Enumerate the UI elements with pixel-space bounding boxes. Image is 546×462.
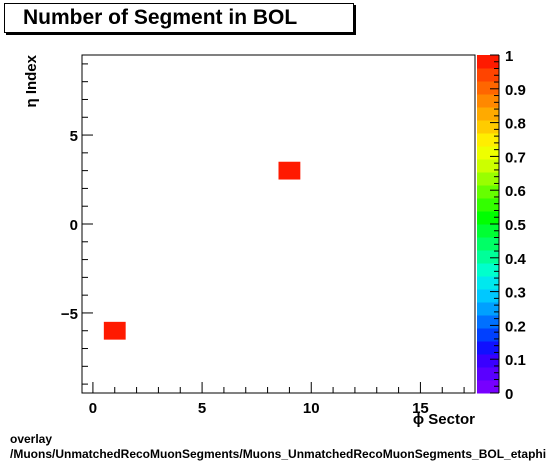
z-tick-label: 0.7	[505, 149, 526, 166]
x-tick-label: 5	[198, 400, 206, 417]
palette-swatch	[477, 120, 499, 134]
palette-swatch	[477, 380, 499, 394]
chart-title: Number of Segment in BOL	[4, 3, 354, 33]
y-tick-label: 0	[70, 217, 78, 234]
z-tick-label: 0.5	[505, 217, 526, 234]
z-tick-label: 1	[505, 48, 513, 65]
palette-swatch	[477, 224, 499, 238]
palette-swatch	[477, 94, 499, 108]
z-tick-label: 0.8	[505, 116, 526, 133]
z-tick-label: 0.4	[505, 251, 527, 268]
palette-swatch	[477, 107, 499, 121]
plot-frame	[81, 54, 476, 394]
z-tick-label: 0.9	[505, 82, 526, 99]
palette-swatch	[477, 55, 499, 69]
z-tick-label: 0	[505, 386, 513, 403]
palette-swatch	[477, 367, 499, 381]
footer-line-1: overlay	[10, 432, 53, 446]
heatmap-cell	[103, 321, 126, 340]
palette-swatch	[477, 302, 499, 316]
palette-swatch	[477, 133, 499, 147]
x-axis-title: ϕ Sector	[413, 411, 475, 428]
heatmap-cell	[278, 161, 301, 180]
z-tick-label: 0.3	[505, 285, 526, 302]
y-axis-title: η Index	[23, 54, 40, 107]
z-tick-label: 0.2	[505, 318, 526, 335]
palette-swatch	[477, 81, 499, 95]
palette-swatch	[477, 354, 499, 368]
palette-swatch	[477, 68, 499, 82]
z-tick-label: 0.6	[505, 183, 526, 200]
y-tick-label: 5	[70, 128, 78, 145]
palette-swatch	[477, 198, 499, 212]
palette-swatch	[477, 146, 499, 160]
palette-swatch	[477, 211, 499, 225]
palette-swatch	[477, 172, 499, 186]
x-tick-label: 0	[89, 400, 97, 417]
palette-swatch	[477, 185, 499, 199]
palette-swatch	[477, 315, 499, 329]
palette-swatch	[477, 237, 499, 251]
x-tick-label: 10	[303, 400, 320, 417]
palette-swatch	[477, 328, 499, 342]
palette-swatch	[477, 250, 499, 264]
palette-swatch	[477, 159, 499, 173]
palette-swatch	[477, 276, 499, 290]
palette-swatch	[477, 341, 499, 355]
x-tick-label: 15	[412, 400, 429, 417]
palette-swatch	[477, 289, 499, 303]
palette-swatch	[477, 263, 499, 277]
footer-line-2: /Muons/UnmatchedRecoMuonSegments/Muons_U…	[10, 447, 546, 461]
y-tick-label: −5	[61, 306, 78, 323]
z-tick-label: 0.1	[505, 352, 526, 369]
